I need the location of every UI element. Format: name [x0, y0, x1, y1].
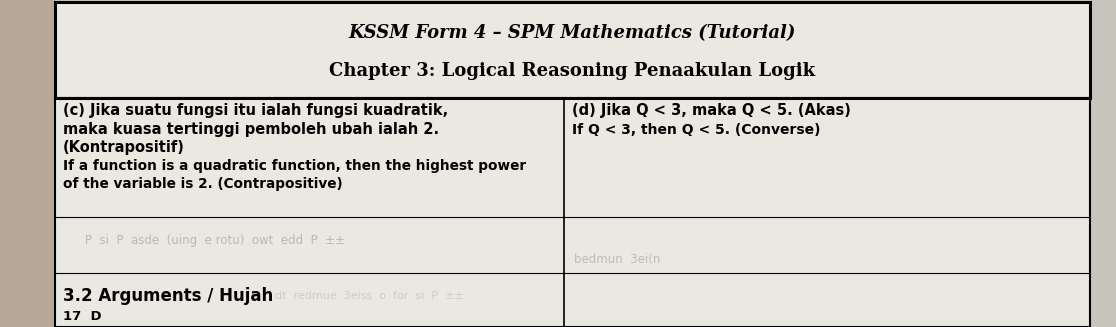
Text: If a function is a quadratic function, then the highest power: If a function is a quadratic function, t…	[62, 159, 526, 173]
Text: (d) Jika Q < 3, maka Q < 5. (Akas): (d) Jika Q < 3, maka Q < 5. (Akas)	[573, 103, 852, 118]
Text: P  si  P  asde  (uing  e rotu)  owt  edd  P  ±±: P si P asde (uing e rotu) owt edd P ±±	[85, 234, 345, 247]
Text: dt  redmue  3eiss  o  for  si  P  ±±: dt redmue 3eiss o for si P ±±	[275, 291, 464, 301]
Text: of the variable is 2. (Contrapositive): of the variable is 2. (Contrapositive)	[62, 177, 343, 191]
Bar	[1090, 0, 1116, 327]
Text: (c) Jika suatu fungsi itu ialah fungsi kuadratik,: (c) Jika suatu fungsi itu ialah fungsi k…	[62, 103, 449, 118]
Text: maka kuasa tertinggi pemboleh ubah ialah 2.: maka kuasa tertinggi pemboleh ubah ialah…	[62, 122, 439, 137]
Text: Chapter 3: Logical Reasoning Penaakulan Logik: Chapter 3: Logical Reasoning Penaakulan …	[329, 62, 816, 80]
Text: If Q < 3, then Q < 5. (Converse): If Q < 3, then Q < 5. (Converse)	[573, 123, 820, 137]
Bar	[0, 0, 55, 327]
Bar	[55, 98, 1090, 327]
Text: KSSM Form 4 – SPM Mathematics (Tutorial): KSSM Form 4 – SPM Mathematics (Tutorial)	[349, 24, 796, 42]
Bar	[55, 2, 1090, 98]
Text: bedmun  3ei(n: bedmun 3ei(n	[575, 253, 661, 266]
Text: 17  D: 17 D	[62, 311, 102, 323]
Text: 3.2 Arguments / Hujah: 3.2 Arguments / Hujah	[62, 287, 273, 305]
Text: (Kontrapositif): (Kontrapositif)	[62, 140, 185, 155]
